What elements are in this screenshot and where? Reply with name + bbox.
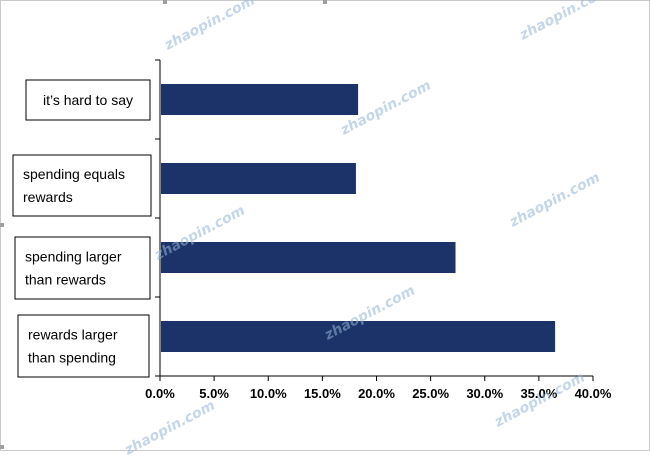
category-label-box xyxy=(17,314,150,378)
category-label-box xyxy=(14,236,151,300)
category-label-box xyxy=(25,79,151,121)
bar xyxy=(161,84,359,115)
corner-mark xyxy=(0,445,4,449)
corner-mark xyxy=(0,223,4,227)
bar xyxy=(161,242,456,273)
corner-mark xyxy=(323,0,327,4)
category-label-box xyxy=(12,154,152,217)
category-label: rewards larger xyxy=(28,327,118,343)
x-tick-label: 10.0% xyxy=(250,386,287,401)
x-tick-label: 35.0% xyxy=(520,386,557,401)
category-label: it’s hard to say xyxy=(43,92,133,108)
x-tick-label: 0.0% xyxy=(145,386,175,401)
x-tick-label: 30.0% xyxy=(466,386,503,401)
x-tick-label: 5.0% xyxy=(199,386,229,401)
category-label: rewards xyxy=(23,189,73,205)
bar xyxy=(161,163,356,194)
x-tick-label: 15.0% xyxy=(304,386,341,401)
category-label: than spending xyxy=(28,350,116,366)
x-tick-label: 25.0% xyxy=(412,386,449,401)
bar xyxy=(161,321,556,352)
category-label: spending larger xyxy=(25,249,122,265)
category-label: than rewards xyxy=(25,272,106,288)
x-tick-label: 40.0% xyxy=(575,386,612,401)
x-tick-label: 20.0% xyxy=(358,386,395,401)
corner-mark xyxy=(163,0,167,4)
category-label: spending equals xyxy=(23,166,125,182)
